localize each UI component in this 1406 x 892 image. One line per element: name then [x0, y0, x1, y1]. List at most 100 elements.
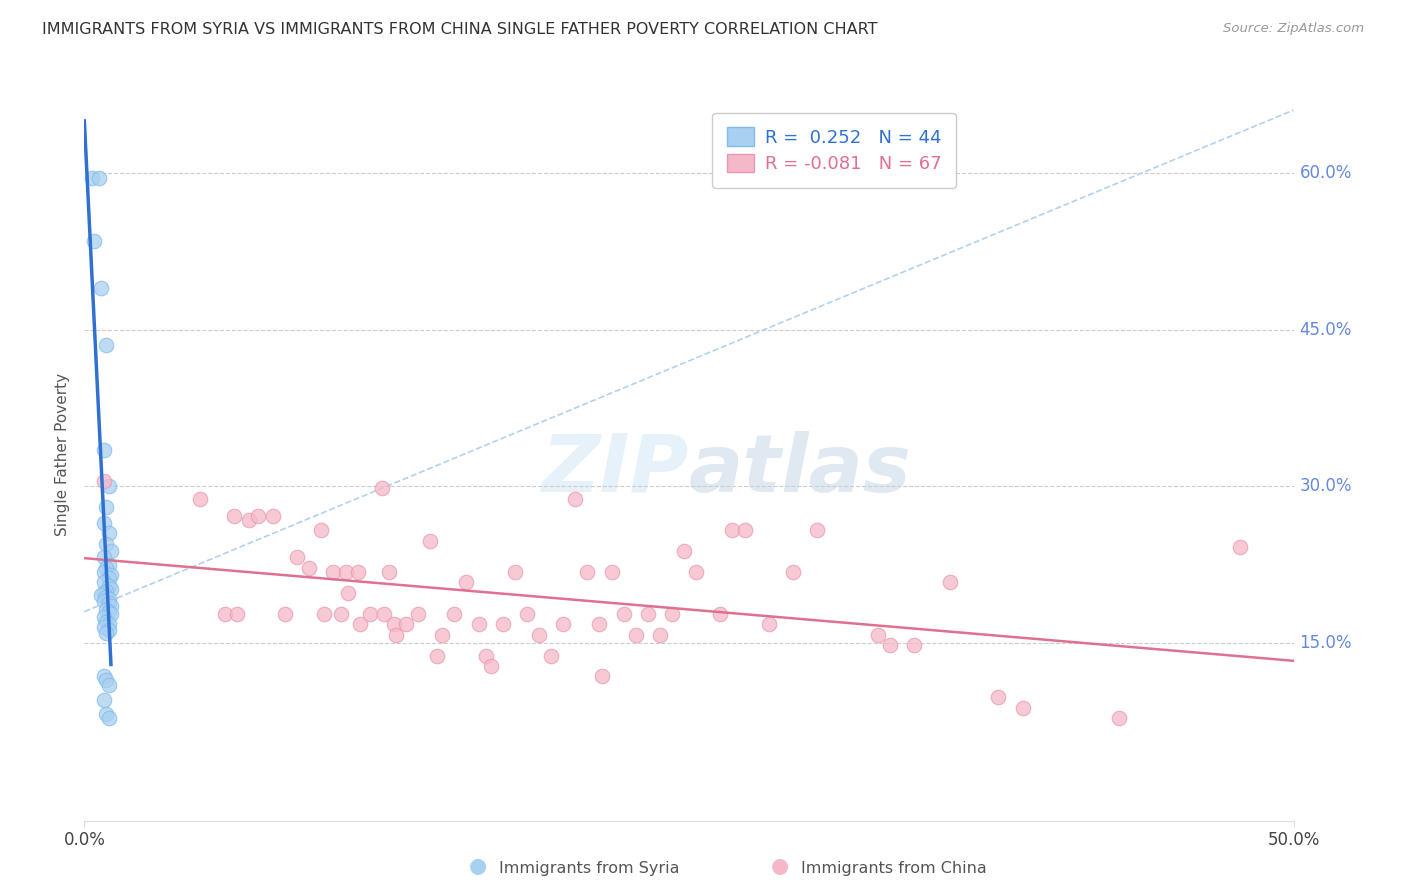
Point: [93, 550, 115, 565]
Point: [94, 615, 117, 629]
Point: [406, 607, 429, 621]
Point: [349, 617, 371, 632]
Point: [624, 627, 647, 641]
Point: [588, 617, 610, 632]
Point: [190, 491, 212, 506]
Point: [100, 582, 122, 596]
Point: [432, 627, 454, 641]
Point: [475, 648, 498, 663]
Point: [600, 565, 623, 579]
Text: 60.0%: 60.0%: [1299, 164, 1353, 182]
Point: [373, 607, 395, 621]
Point: [97, 624, 120, 638]
Point: [262, 508, 284, 523]
Point: [426, 648, 449, 663]
Point: [93, 565, 115, 579]
Point: [100, 568, 122, 582]
Point: [758, 617, 780, 632]
Point: [93, 586, 115, 600]
Point: [93, 474, 115, 488]
Point: [540, 648, 562, 663]
Text: atlas: atlas: [689, 431, 911, 508]
Point: [479, 659, 502, 673]
Text: Source: ZipAtlas.com: Source: ZipAtlas.com: [1223, 22, 1364, 36]
Point: [97, 678, 120, 692]
Point: [492, 617, 515, 632]
Point: [553, 617, 575, 632]
Text: ●: ●: [772, 856, 789, 876]
Point: [94, 590, 117, 604]
Point: [987, 690, 1010, 705]
Point: [806, 523, 828, 537]
Point: [503, 565, 526, 579]
Point: [90, 588, 112, 602]
Point: [93, 620, 115, 634]
Point: [335, 565, 357, 579]
Point: [94, 707, 117, 722]
Point: [648, 627, 671, 641]
Point: [93, 610, 115, 624]
Text: 30.0%: 30.0%: [1299, 477, 1353, 495]
Point: [97, 617, 120, 632]
Point: [97, 596, 120, 610]
Point: [359, 607, 381, 621]
Point: [903, 638, 925, 652]
Point: [456, 575, 478, 590]
Point: [93, 594, 115, 608]
Point: [94, 602, 117, 616]
Point: [385, 627, 408, 641]
Point: [94, 500, 117, 515]
Point: [90, 281, 112, 295]
Point: [83, 234, 105, 248]
Point: [100, 599, 122, 614]
Point: [721, 523, 744, 537]
Point: [93, 693, 115, 707]
Point: [419, 533, 441, 548]
Point: [97, 711, 120, 725]
Point: [311, 523, 333, 537]
Point: [382, 617, 405, 632]
Text: Immigrants from Syria: Immigrants from Syria: [499, 861, 679, 876]
Text: ●: ●: [470, 856, 486, 876]
Point: [80, 171, 103, 186]
Point: [685, 565, 707, 579]
Point: [467, 617, 489, 632]
Point: [673, 544, 696, 558]
Point: [516, 607, 538, 621]
Point: [346, 565, 368, 579]
Point: [591, 669, 613, 683]
Point: [1108, 711, 1130, 725]
Point: [661, 607, 683, 621]
Point: [782, 565, 804, 579]
Point: [939, 575, 962, 590]
Point: [93, 669, 115, 683]
Point: [336, 586, 359, 600]
Point: [613, 607, 636, 621]
Point: [93, 442, 115, 457]
Point: [97, 558, 120, 572]
Point: [329, 607, 352, 621]
Point: [527, 627, 550, 641]
Point: [1011, 700, 1033, 714]
Point: [97, 592, 120, 607]
Point: [564, 491, 586, 506]
Point: [637, 607, 659, 621]
Point: [238, 513, 260, 527]
Point: [709, 607, 731, 621]
Point: [371, 481, 394, 495]
Point: [322, 565, 344, 579]
Point: [734, 523, 756, 537]
Point: [94, 561, 117, 575]
Point: [94, 673, 117, 687]
Point: [93, 575, 115, 590]
Point: [274, 607, 297, 621]
Point: [285, 550, 308, 565]
Point: [214, 607, 236, 621]
Point: [225, 607, 247, 621]
Text: ZIP: ZIP: [541, 431, 689, 508]
Point: [100, 607, 122, 621]
Point: [1229, 540, 1251, 554]
Y-axis label: Single Father Poverty: Single Father Poverty: [55, 374, 70, 536]
Point: [94, 625, 117, 640]
Point: [97, 479, 120, 493]
